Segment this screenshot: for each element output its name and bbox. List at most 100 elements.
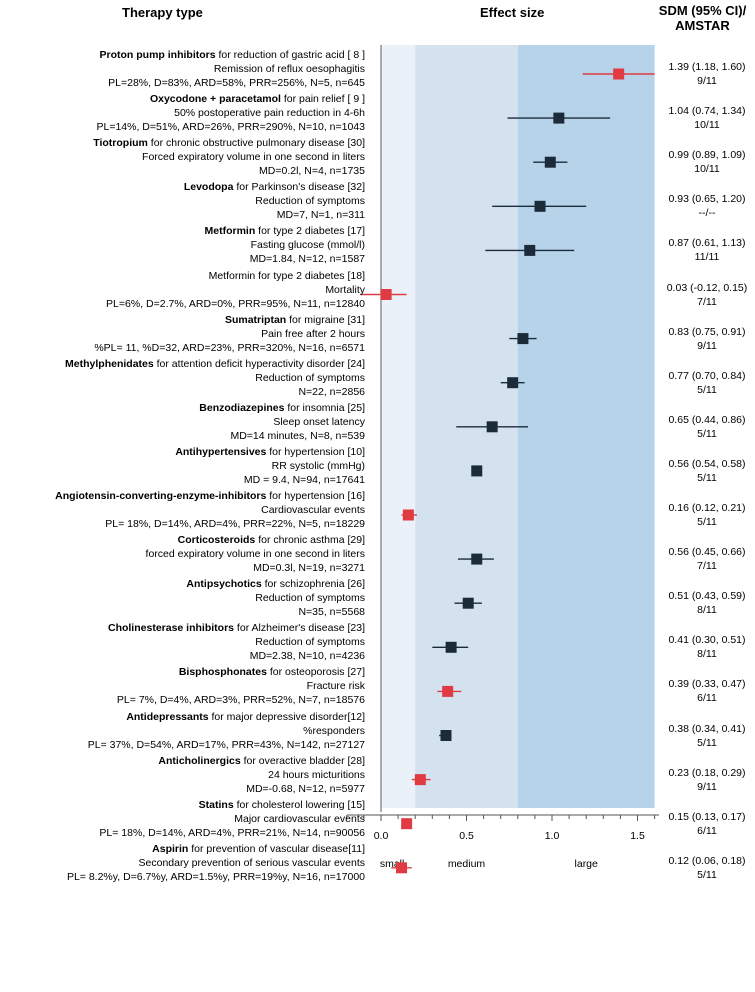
therapy-label: Bisphosphonates for osteoporosis [27] Fra… xyxy=(117,665,365,707)
therapy-details: PL=14%, D=51%, ARD=26%, PRR=290%, N=10, … xyxy=(96,121,365,134)
point-estimate-marker xyxy=(401,818,413,830)
therapy-title: Aspirin for prevention of vascular disea… xyxy=(67,842,365,856)
therapy-details: MD=1.84, N=12, n=1587 xyxy=(249,253,365,266)
therapy-indication: for osteoporosis [27] xyxy=(266,666,365,679)
therapy-name: Bisphosphonates xyxy=(178,666,267,679)
sdm-stats: 0.51 (0.43, 0.59) 8/11 xyxy=(662,589,752,617)
therapy-name: Benzodiazepines xyxy=(199,401,285,414)
zone-label-large: large xyxy=(575,858,599,870)
amstar-score: 9/11 xyxy=(697,780,717,793)
sdm-value: 0.99 (0.89, 1.09) xyxy=(668,149,746,162)
therapy-title: Bisphosphonates for osteoporosis [27] xyxy=(117,665,365,679)
therapy-outcome: Reduction of symptoms xyxy=(255,371,365,384)
therapy-indication: for type 2 diabetes [17] xyxy=(255,225,365,238)
therapy-indication: for insomnia [25] xyxy=(284,401,365,414)
therapy-name: Levodopa xyxy=(183,181,234,194)
therapy-details: N=35, n=5568 xyxy=(298,606,365,619)
amstar-score: 6/11 xyxy=(697,824,717,837)
x-tick-label: 1.5 xyxy=(630,830,645,842)
therapy-label: Methylphenidates for attention deficit h… xyxy=(65,357,365,399)
therapy-label: Oxycodone + paracetamol for pain relief … xyxy=(96,92,365,134)
therapy-indication: for prevention of vascular disease[11] xyxy=(188,842,365,855)
therapy-name: Methylphenidates xyxy=(65,357,154,370)
therapy-label: Cholinesterase inhibitors for Alzheimer'… xyxy=(108,621,365,663)
sdm-stats: 0.87 (0.61, 1.13) 11/11 xyxy=(662,236,752,264)
therapy-indication: for schizophrenia [26] xyxy=(261,578,365,591)
point-estimate-marker xyxy=(414,774,426,786)
therapy-label: Proton pump inhibitors for reduction of … xyxy=(100,48,365,90)
therapy-name: Corticosteroids xyxy=(177,534,256,547)
sdm-stats: 0.16 (0.12, 0.21) 5/11 xyxy=(662,501,752,529)
therapy-label: Levodopa for Parkinson's disease [32] Red… xyxy=(184,180,365,222)
sdm-stats: 0.65 (0.44, 0.86) 5/11 xyxy=(662,413,752,441)
amstar-score: --/-- xyxy=(698,207,716,220)
therapy-details: MD=7, N=1, n=311 xyxy=(276,209,365,222)
sdm-value: 0.56 (0.45, 0.66) xyxy=(668,546,746,559)
therapy-outcome: Forced expiratory volume in one second i… xyxy=(142,151,365,164)
therapy-label: Antihypertensives for hypertension [10] R… xyxy=(175,445,365,487)
therapy-outcome: Sleep onset latency xyxy=(273,415,365,428)
therapy-label: Metformin for type 2 diabetes [18] Mortal… xyxy=(106,269,365,311)
therapy-outcome: Remission of reflux oesophagitis xyxy=(213,63,365,75)
therapy-name: Aspirin xyxy=(152,842,189,855)
therapy-name: Statins xyxy=(198,798,234,811)
sdm-value: 1.39 (1.18, 1.60) xyxy=(668,61,746,73)
zone-label-medium: medium xyxy=(448,858,486,870)
therapy-details: N=22, n=2856 xyxy=(298,385,365,398)
therapy-indication: for chronic obstructive pulmonary diseas… xyxy=(147,137,365,150)
therapy-title: Metformin for type 2 diabetes [18] xyxy=(106,269,365,283)
point-estimate-marker xyxy=(534,200,546,212)
sdm-stats: 0.12 (0.06, 0.18) 5/11 xyxy=(662,854,752,882)
therapy-title: Antihypertensives for hypertension [10] xyxy=(175,445,365,459)
point-estimate-marker xyxy=(471,553,483,565)
therapy-title: Tiotropium for chronic obstructive pulmo… xyxy=(93,136,365,150)
therapy-title: Corticosteroids for chronic asthma [29] xyxy=(146,533,365,547)
sdm-stats: 0.23 (0.18, 0.29) 9/11 xyxy=(662,766,752,794)
sdm-header-line2: AMSTAR xyxy=(675,18,730,33)
therapy-details: PL=28%, D=83%, ARD=58%, PRR=256%, N=5, n… xyxy=(108,77,365,89)
point-estimate-marker xyxy=(613,68,625,80)
therapy-title: Cholinesterase inhibitors for Alzheimer'… xyxy=(108,621,365,635)
x-tick-label: 1.0 xyxy=(545,830,560,842)
therapy-indication: for overactive bladder [28] xyxy=(240,754,365,767)
therapy-outcome: 24 hours micturitions xyxy=(268,768,365,781)
therapy-type-header: Therapy type xyxy=(122,5,203,20)
sdm-value: 0.56 (0.54, 0.58) xyxy=(668,457,746,470)
therapy-title: Benzodiazepines for insomnia [25] xyxy=(199,401,365,415)
x-tick-label: 0.5 xyxy=(459,830,474,842)
sdm-value: 0.03 (-0.12, 0.15) xyxy=(666,281,748,294)
sdm-value: 0.77 (0.70, 0.84) xyxy=(668,369,746,382)
sdm-value: 1.04 (0.74, 1.34) xyxy=(668,105,746,118)
therapy-outcome: 50% postoperative pain reduction in 4-6h xyxy=(174,107,365,120)
therapy-indication: for migraine [31] xyxy=(286,313,365,326)
amstar-score: 11/11 xyxy=(694,251,720,264)
sdm-value: 0.12 (0.06, 0.18) xyxy=(668,854,746,867)
amstar-score: 10/11 xyxy=(694,119,720,132)
sdm-stats: 1.39 (1.18, 1.60) 9/11 xyxy=(662,60,752,88)
sdm-value: 0.83 (0.75, 0.91) xyxy=(668,325,746,338)
point-estimate-marker xyxy=(380,289,392,300)
therapy-indication: for Parkinson's disease [32] xyxy=(233,181,365,194)
point-estimate-marker xyxy=(517,333,529,345)
point-estimate-marker xyxy=(402,509,414,521)
therapy-name: Sumatriptan xyxy=(224,313,287,326)
amstar-score: 8/11 xyxy=(697,604,717,617)
therapy-details: PL= 8.2%y, D=6.7%y, ARD=1.5%y, PRR=19%y,… xyxy=(66,870,365,883)
therapy-outcome: Fracture risk xyxy=(306,680,365,693)
effect-size-header: Effect size xyxy=(480,5,545,20)
sdm-value: 0.51 (0.43, 0.59) xyxy=(668,590,746,603)
therapy-label: Sumatriptan for migraine [31] Pain free a… xyxy=(94,313,365,355)
therapy-indication: for major depressive disorder[12] xyxy=(208,710,366,723)
sdm-header-line1: SDM (95% CI)/ xyxy=(658,3,747,18)
amstar-score: 5/11 xyxy=(697,516,717,528)
therapy-details: MD=0.3l, N=19, n=3271 xyxy=(253,562,365,575)
point-estimate-marker xyxy=(442,685,454,697)
sdm-value: 0.65 (0.44, 0.86) xyxy=(668,413,746,426)
sdm-stats: 0.83 (0.75, 0.91) 9/11 xyxy=(662,325,752,353)
amstar-score: 6/11 xyxy=(697,692,717,705)
therapy-details: MD=2.38, N=10, n=4236 xyxy=(249,650,365,663)
therapy-label: Corticosteroids for chronic asthma [29] f… xyxy=(146,533,365,575)
therapy-name: Metformin xyxy=(204,225,256,238)
therapy-label: Benzodiazepines for insomnia [25] Sleep o… xyxy=(199,401,365,443)
therapy-details: MD = 9.4, N=94, n=17641 xyxy=(243,473,365,486)
